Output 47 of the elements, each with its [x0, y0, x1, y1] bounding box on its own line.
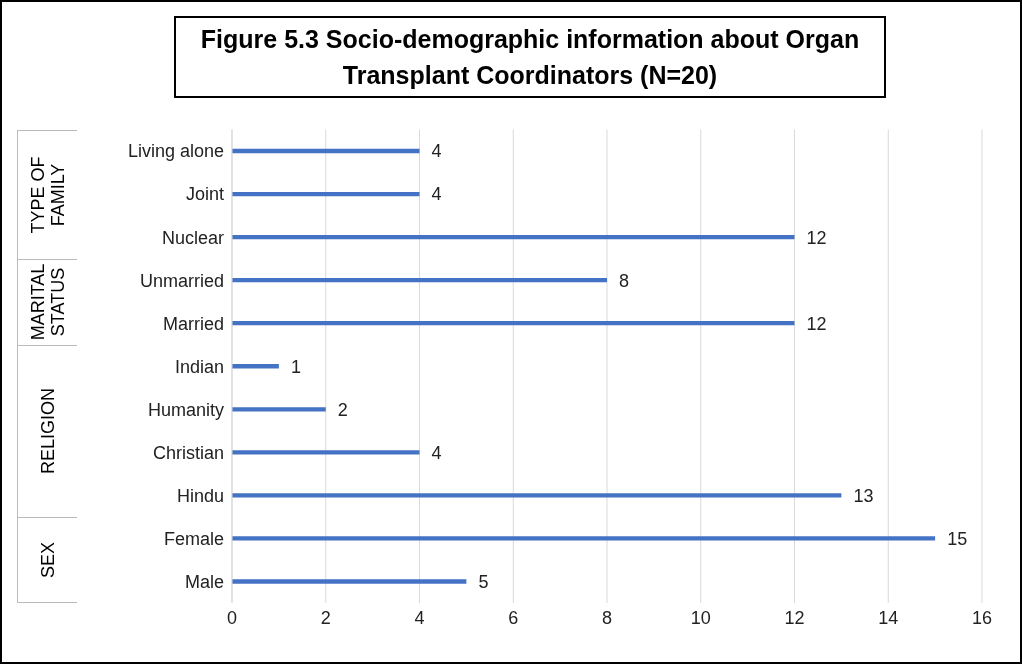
y-tick-label: Joint	[185, 184, 224, 205]
text: RELIGION	[37, 387, 58, 476]
bar	[232, 148, 420, 154]
data-label: 5	[478, 571, 489, 592]
y-tick-label: Christian	[152, 442, 224, 463]
x-tick-label: 8	[601, 607, 613, 628]
data-label: 4	[431, 184, 442, 205]
x-tick-label: 12	[784, 607, 805, 628]
data-label: 2	[337, 399, 348, 420]
bar	[232, 191, 420, 197]
x-tick-label: 2	[320, 607, 331, 628]
bar	[232, 536, 936, 541]
x-tick-label: 14	[878, 607, 899, 628]
y-tick-label: Indian	[174, 356, 224, 377]
y-tick-label: Humanity	[147, 399, 224, 420]
y-tick-label: Unmarried	[139, 270, 224, 291]
data-label: 8	[619, 270, 630, 291]
x-tick-label: 16	[971, 607, 993, 628]
bar	[232, 364, 279, 369]
x-tick-label: 0	[226, 607, 238, 628]
bar	[232, 579, 467, 584]
y-tick-label: Male	[184, 571, 224, 592]
data-label: 15	[947, 528, 968, 549]
x-tick-label: 6	[508, 607, 519, 628]
y-tick-label: Nuclear	[161, 227, 224, 248]
y-tick-label: Married	[162, 313, 224, 334]
y-tick-label: Female	[163, 528, 224, 549]
data-label: 1	[290, 356, 301, 377]
data-label: 12	[806, 313, 827, 334]
x-tick-label: 10	[690, 607, 711, 628]
text: SEX	[37, 540, 58, 580]
bar	[232, 234, 795, 240]
text: TYPE OF FAMILY	[27, 155, 68, 235]
text: MARITAL STATUS	[27, 262, 68, 342]
bar	[232, 493, 842, 498]
chart-title: Figure 5.3 Socio-demographic information about Organ Transplant Coordinators (N=20)	[174, 16, 886, 98]
y-tick-label: Hindu	[176, 485, 224, 506]
bar	[232, 278, 607, 283]
data-label: 13	[853, 485, 874, 506]
x-tick-label: 4	[414, 607, 425, 628]
data-label: 4	[431, 141, 442, 162]
bar	[232, 321, 795, 326]
y-tick-label: Living alone	[127, 141, 224, 162]
bar	[232, 407, 326, 412]
bar	[232, 450, 420, 455]
data-label: 12	[806, 227, 827, 248]
data-label: 4	[431, 442, 442, 463]
